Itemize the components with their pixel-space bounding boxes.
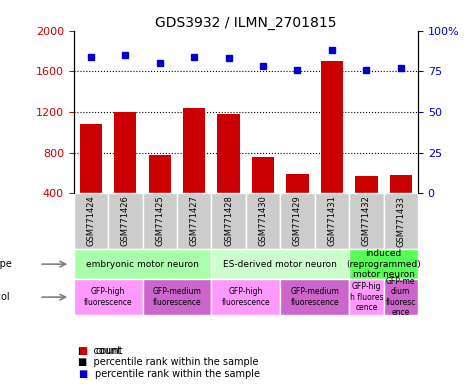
Bar [349, 279, 384, 315]
Bar [211, 249, 349, 279]
Bar [183, 108, 205, 234]
Title: GDS3932 / ILMN_2701815: GDS3932 / ILMN_2701815 [155, 16, 337, 30]
Bar [211, 193, 246, 249]
Text: count: count [95, 346, 123, 356]
Bar [280, 193, 314, 249]
Bar [74, 279, 142, 315]
Bar [384, 193, 418, 249]
Bar [149, 154, 171, 234]
Text: GFP-me
dium
fluoresc
ence: GFP-me dium fluoresc ence [386, 277, 416, 317]
Bar [355, 176, 378, 234]
Bar [74, 249, 211, 279]
Bar [218, 114, 240, 234]
Bar [114, 112, 136, 234]
Text: GSM771429: GSM771429 [293, 195, 302, 247]
Text: ES-derived motor neuron: ES-derived motor neuron [223, 260, 337, 269]
Text: GFP-hig
h fluores
cence: GFP-hig h fluores cence [350, 282, 383, 312]
Text: induced
(reprogrammed)
motor neuron: induced (reprogrammed) motor neuron [346, 249, 421, 279]
Bar [286, 174, 309, 234]
Bar [74, 193, 108, 249]
Text: percentile rank within the sample: percentile rank within the sample [95, 369, 260, 379]
Text: GSM771428: GSM771428 [224, 195, 233, 247]
Text: GFP-high
fluorescence: GFP-high fluorescence [221, 287, 270, 307]
Text: GSM771433: GSM771433 [396, 195, 405, 247]
Text: GFP-high
fluorescence: GFP-high fluorescence [84, 287, 133, 307]
Text: GSM771425: GSM771425 [155, 195, 164, 247]
Bar [384, 279, 418, 315]
Text: ■: ■ [78, 346, 87, 356]
Text: GSM771431: GSM771431 [327, 195, 336, 247]
Bar [108, 193, 142, 249]
Bar [142, 279, 211, 315]
Text: GSM771426: GSM771426 [121, 195, 130, 247]
Text: GSM771432: GSM771432 [362, 195, 371, 247]
Text: GFP-medium
fluorescence: GFP-medium fluorescence [152, 287, 201, 307]
Bar [349, 249, 418, 279]
Bar [321, 61, 343, 234]
Text: embryonic motor neuron: embryonic motor neuron [86, 260, 199, 269]
Text: ■: ■ [78, 369, 87, 379]
Text: GSM771424: GSM771424 [86, 195, 95, 247]
Bar [177, 193, 211, 249]
Text: GFP-medium
fluorescence: GFP-medium fluorescence [290, 287, 339, 307]
Bar [349, 193, 384, 249]
Bar [80, 124, 102, 234]
Bar [211, 279, 280, 315]
Bar [246, 193, 280, 249]
Text: cell type: cell type [0, 259, 12, 269]
Bar [314, 193, 349, 249]
Text: GSM771430: GSM771430 [258, 195, 267, 247]
Bar [280, 279, 349, 315]
Bar [142, 193, 177, 249]
Text: ■  count
■  percentile rank within the sample: ■ count ■ percentile rank within the sam… [78, 346, 259, 367]
Bar [390, 175, 412, 234]
Text: protocol: protocol [0, 292, 10, 302]
Text: GSM771427: GSM771427 [190, 195, 199, 247]
Bar [252, 157, 274, 234]
